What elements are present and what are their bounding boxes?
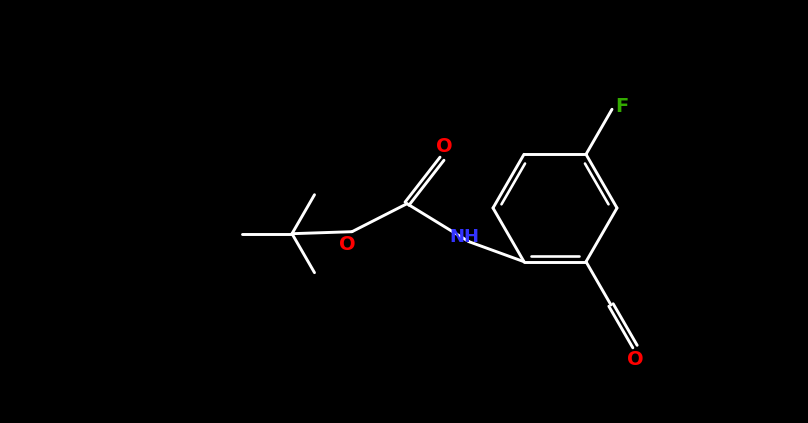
Text: F: F [616,97,629,116]
Text: O: O [436,137,452,156]
Text: O: O [339,235,356,254]
Text: O: O [627,350,643,369]
Text: NH: NH [449,228,479,246]
